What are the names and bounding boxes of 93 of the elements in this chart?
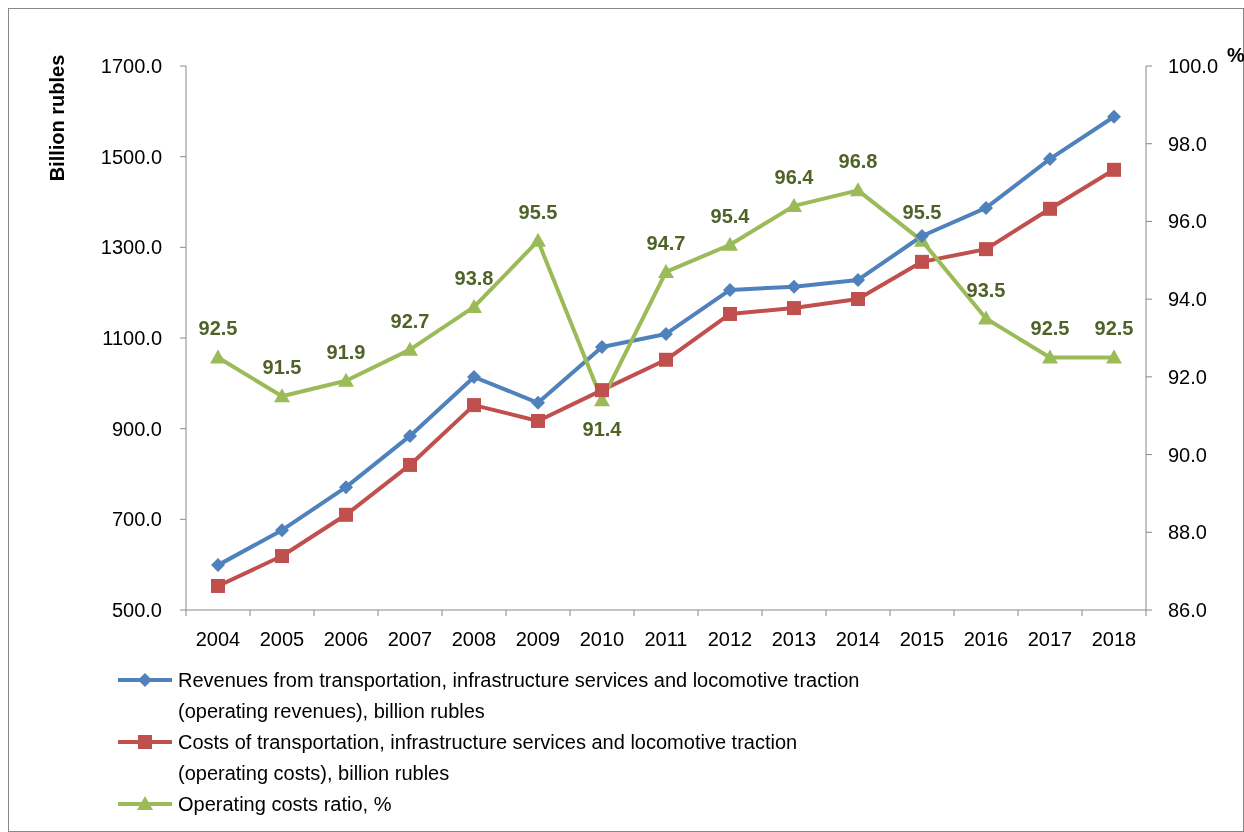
y2-tick-label: 86.0 <box>1168 599 1207 621</box>
point <box>979 200 993 215</box>
y2-tick-label: 88.0 <box>1168 521 1207 544</box>
data-label: 93.5 <box>966 278 1006 301</box>
x-tick-label: 2005 <box>259 628 305 650</box>
point <box>595 340 609 355</box>
data-label: 94.7 <box>646 231 686 254</box>
legend-label: Revenues from transportation, infrastructure services and locomotive traction (operating revenues), billion rubles <box>178 669 860 722</box>
data-label: 96.8 <box>838 150 878 173</box>
point <box>850 182 866 197</box>
x-tick-label: 2004 <box>195 628 241 650</box>
point <box>979 242 993 257</box>
x-tick-label: 2010 <box>579 628 625 650</box>
point <box>274 388 290 403</box>
y-tick-label: 700.0 <box>111 508 162 531</box>
y-axis-title: Billion rubles <box>46 54 68 182</box>
point <box>1043 151 1057 166</box>
point <box>211 578 225 593</box>
y-tick-label: 1100.0 <box>102 327 162 349</box>
point <box>1042 349 1058 364</box>
point <box>851 272 865 287</box>
y2-tick-label: 98.0 <box>1168 132 1207 155</box>
point <box>531 395 545 410</box>
y-tick-label: 1300.0 <box>100 236 162 259</box>
legend-label: Operating costs ratio, % <box>178 793 392 815</box>
data-label: 91.9 <box>326 340 366 363</box>
x-tick-label: 2014 <box>835 628 881 650</box>
point <box>403 428 417 443</box>
data-label: 92.5 <box>1094 317 1134 340</box>
data-label: 92.7 <box>390 309 430 332</box>
point <box>915 254 929 269</box>
y2-tick-label: 100.0 <box>1168 55 1219 77</box>
point <box>402 341 418 356</box>
point <box>403 457 417 472</box>
y2-tick-label: 90.0 <box>1168 443 1207 466</box>
point <box>722 236 738 251</box>
data-label: 92.5 <box>1030 317 1070 340</box>
y-tick-label: 1500.0 <box>100 145 162 168</box>
point <box>786 197 802 212</box>
point <box>339 480 353 495</box>
point <box>211 558 225 573</box>
data-label: 95.5 <box>902 200 942 223</box>
point <box>723 282 737 297</box>
x-tick-label: 2009 <box>515 628 561 650</box>
data-label: 93.8 <box>454 266 494 289</box>
y2-tick-label: 96.0 <box>1168 210 1207 233</box>
x-tick-label: 2011 <box>644 628 688 650</box>
x-tick-label: 2006 <box>323 628 369 650</box>
data-label: 91.4 <box>582 418 623 441</box>
point <box>1106 349 1122 364</box>
point <box>851 292 865 307</box>
point <box>467 398 481 413</box>
x-tick-label: 2015 <box>899 628 945 650</box>
point <box>1107 109 1121 124</box>
point <box>1043 201 1057 216</box>
point <box>595 383 609 398</box>
point <box>338 372 354 387</box>
point <box>659 352 673 367</box>
data-label: 96.4 <box>774 165 815 188</box>
data-label: 95.4 <box>710 204 751 227</box>
x-tick-label: 2012 <box>707 628 753 650</box>
legend-label: Costs of transportation, infrastructure services and locomotive traction (operating costs), billion rubles <box>178 731 798 784</box>
point <box>787 279 801 294</box>
point <box>658 263 674 278</box>
x-tick-label: 2016 <box>963 628 1009 650</box>
point <box>339 507 353 522</box>
point <box>659 326 673 341</box>
data-label: 92.5 <box>198 317 238 340</box>
point <box>787 301 801 316</box>
y-tick-label: 900.0 <box>111 417 162 440</box>
x-tick-label: 2013 <box>771 628 817 650</box>
x-tick-label: 2018 <box>1091 628 1137 650</box>
data-label: 91.5 <box>262 356 302 379</box>
point <box>723 306 737 321</box>
x-tick-label: 2007 <box>387 628 433 650</box>
point <box>275 523 289 538</box>
y2-tick-label: 94.0 <box>1168 288 1207 311</box>
point <box>1107 162 1121 177</box>
point <box>467 369 481 384</box>
point <box>978 310 994 325</box>
x-tick-label: 2017 <box>1027 628 1073 650</box>
point <box>530 232 546 247</box>
y-tick-label: 1700.0 <box>100 55 162 77</box>
y2-axis-title: % <box>1227 44 1244 66</box>
point <box>531 413 545 428</box>
point <box>915 229 929 243</box>
point <box>466 298 482 313</box>
y-tick-label: 500.0 <box>111 599 162 621</box>
point <box>275 549 289 564</box>
data-label: 95.5 <box>518 200 558 223</box>
point <box>210 349 226 364</box>
x-tick-label: 2008 <box>451 628 497 650</box>
y2-tick-label: 92.0 <box>1168 365 1207 388</box>
